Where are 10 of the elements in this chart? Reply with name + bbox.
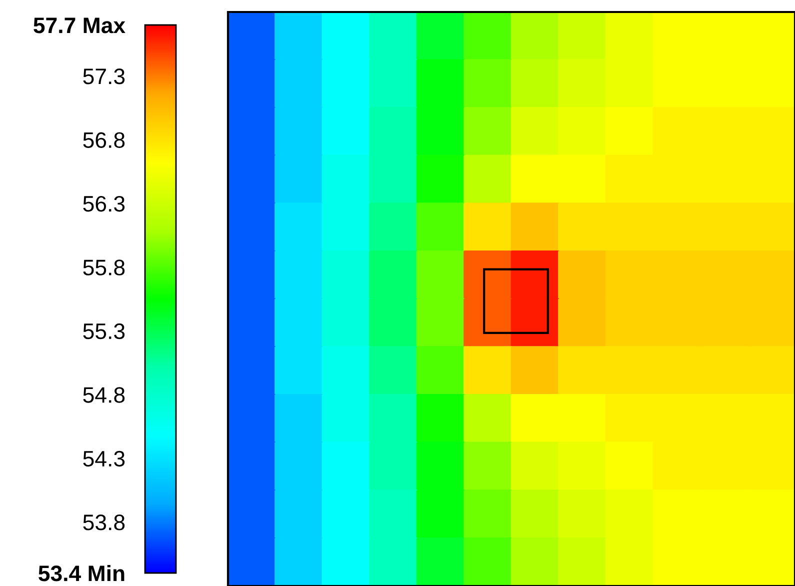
color-bar-label: 56.8 [83, 132, 125, 148]
color-bar-label: 55.8 [83, 260, 125, 276]
color-bar-label: 53.8 [83, 514, 125, 530]
color-bar-label: 53.4 Min [38, 564, 124, 582]
color-bar-label: 54.3 [83, 450, 125, 467]
color-bar-label: 55.3 [83, 323, 125, 340]
color-bar-label: 57.7 Max [34, 18, 126, 34]
color-bar-label: 56.3 [83, 196, 125, 212]
color-bar-label: 54.8 [83, 387, 125, 403]
color-bar-label: 57.3 [83, 68, 125, 84]
